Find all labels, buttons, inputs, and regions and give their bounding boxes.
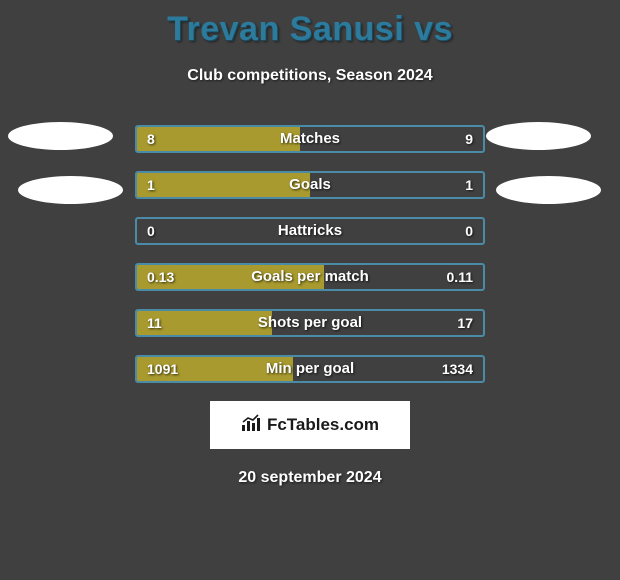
page-title: Trevan Sanusi vs [0,0,620,49]
stat-row: 0Hattricks0 [135,217,485,245]
stat-value-right: 9 [465,127,473,151]
stat-value-right: 1334 [442,357,473,381]
stat-value-right: 0 [465,219,473,243]
stat-row: 8Matches9 [135,125,485,153]
decorative-ellipse [8,122,113,150]
stat-row: 11Shots per goal17 [135,309,485,337]
stat-label: Hattricks [137,219,483,243]
decorative-ellipse [496,176,601,204]
stat-value-right: 1 [465,173,473,197]
logo-box: FcTables.com [210,401,410,449]
stat-label: Min per goal [137,357,483,381]
stat-value-right: 0.11 [447,265,473,289]
stat-label: Goals [137,173,483,197]
logo-text: FcTables.com [267,415,379,435]
stat-row: 1Goals1 [135,171,485,199]
stats-area: 8Matches9 1Goals1 0Hattricks0 0.13Goals per… [0,125,620,383]
date-text: 20 september 2024 [0,469,620,487]
stat-label: Shots per goal [137,311,483,335]
stat-value-right: 17 [457,311,473,335]
stat-row: 0.13Goals per match0.11 [135,263,485,291]
chart-icon [241,414,263,437]
stat-label: Goals per match [137,265,483,289]
logo: FcTables.com [241,414,379,437]
stat-row: 1091Min per goal1334 [135,355,485,383]
stat-label: Matches [137,127,483,151]
decorative-ellipse [18,176,123,204]
decorative-ellipse [486,122,591,150]
subtitle: Club competitions, Season 2024 [0,67,620,85]
